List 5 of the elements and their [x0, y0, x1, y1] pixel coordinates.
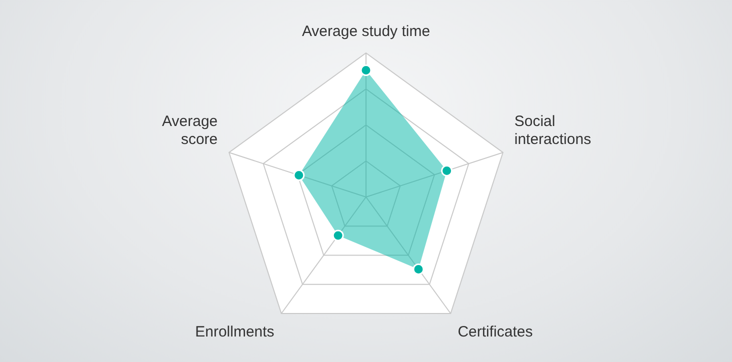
- spoke-label: Social interactions: [514, 112, 592, 148]
- spoke-label: Certificates: [458, 323, 533, 340]
- spoke-label: Average score: [162, 112, 218, 148]
- spoke-label: Average study time: [302, 23, 430, 40]
- spoke-label: Enrollments: [195, 323, 274, 340]
